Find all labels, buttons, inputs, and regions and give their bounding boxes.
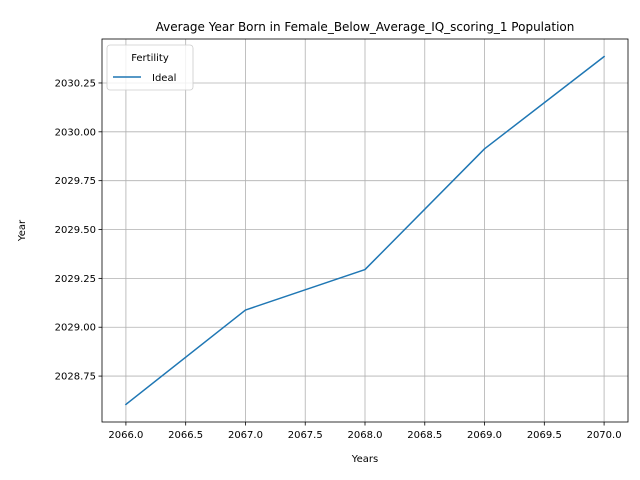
y-tick-label: 2030.00	[55, 127, 96, 138]
legend-title: Fertility	[131, 53, 169, 64]
y-axis-label: Year	[17, 219, 28, 242]
x-tick-label: 2068.5	[407, 430, 442, 441]
y-tick-label: 2028.75	[55, 372, 96, 383]
grid	[102, 39, 628, 422]
x-tick-label: 2069.0	[467, 430, 502, 441]
legend-label-ideal: Ideal	[152, 73, 176, 84]
chart-title: Average Year Born in Female_Below_Averag…	[156, 20, 575, 34]
x-tick-label: 2068.0	[348, 430, 383, 441]
x-tick-label: 2066.0	[108, 430, 143, 441]
y-tick-label: 2029.25	[55, 274, 96, 285]
series-layer	[124, 55, 606, 406]
x-tick-label: 2067.5	[288, 430, 323, 441]
x-axis-label: Years	[351, 454, 378, 465]
x-tick-label: 2070.0	[587, 430, 622, 441]
y-tick-label: 2029.00	[55, 323, 96, 334]
x-tick-label: 2067.0	[228, 430, 263, 441]
x-tick-label: 2066.5	[168, 430, 203, 441]
legend: Fertility Ideal	[106, 44, 194, 91]
y-tick-label: 2030.25	[55, 78, 96, 89]
x-tick-label: 2069.5	[527, 430, 562, 441]
ticks: 2066.0 2066.5 2067.0 2067.5 2068.0 2068.5 2069…	[55, 78, 622, 441]
y-tick-label: 2029.75	[55, 176, 96, 187]
legend-box	[106, 44, 194, 91]
y-tick-label: 2029.50	[55, 225, 96, 236]
